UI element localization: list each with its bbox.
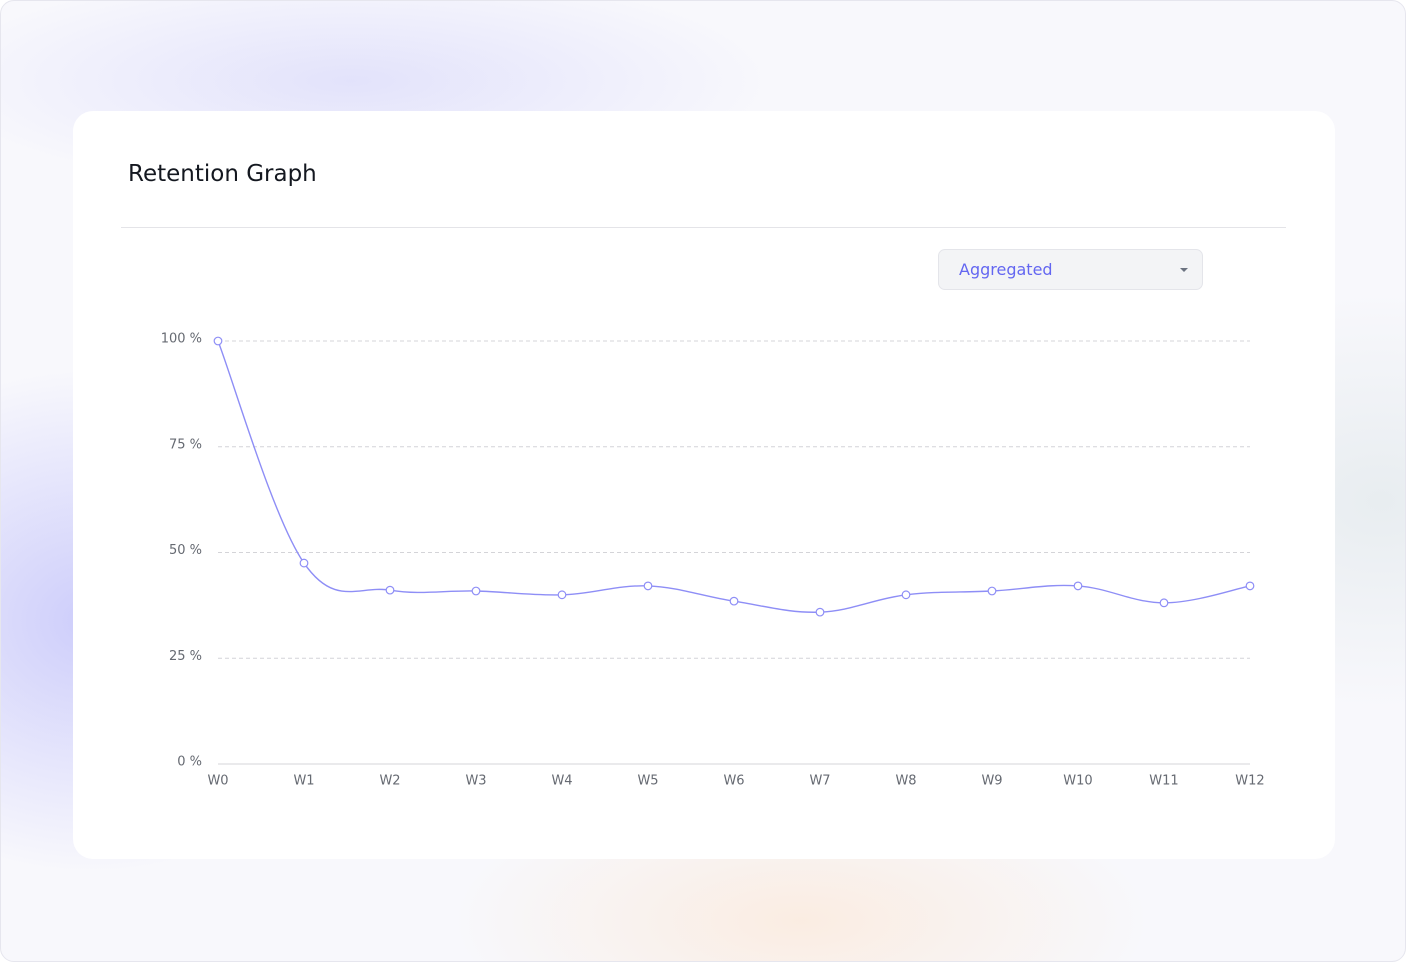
point — [987, 586, 997, 596]
y-tick-label: 0 % — [177, 755, 202, 770]
dropdown-label: Aggregated — [959, 260, 1053, 279]
point — [213, 336, 223, 346]
x-tick-label: W8 — [895, 774, 916, 789]
x-tick-label: W4 — [551, 774, 572, 789]
point — [385, 585, 395, 595]
point — [299, 558, 309, 568]
card-title: Retention Graph — [128, 161, 317, 187]
x-tick-label: W5 — [637, 774, 658, 789]
x-tick-label: W3 — [465, 774, 486, 789]
divider — [121, 227, 1286, 228]
point — [901, 590, 911, 600]
y-tick-label: 25 % — [169, 649, 202, 664]
point — [471, 586, 481, 596]
y-tick-label: 75 % — [169, 437, 202, 452]
point — [815, 607, 825, 617]
point — [1073, 581, 1083, 591]
point — [1159, 598, 1169, 608]
dropdown[interactable]: Aggregated — [938, 249, 1203, 290]
point — [557, 590, 567, 600]
point — [1245, 581, 1255, 591]
x-tick-label: W1 — [293, 774, 314, 789]
x-tick-label: W7 — [809, 774, 830, 789]
y-tick-label: 100 % — [161, 332, 202, 347]
x-tick-label: W0 — [207, 774, 228, 789]
x-tick-label: W12 — [1235, 774, 1264, 789]
x-tick-label: W10 — [1063, 774, 1092, 789]
x-tick-label: W11 — [1149, 774, 1178, 789]
caret — [1180, 268, 1188, 272]
x-tick-label: W9 — [981, 774, 1002, 789]
card: Retention Graph Aggregated — [73, 111, 1335, 859]
x-tick-label: W2 — [379, 774, 400, 789]
y-tick-label: 50 % — [169, 543, 202, 558]
point — [729, 596, 739, 606]
line — [217, 340, 1251, 613]
x-tick-label: W6 — [723, 774, 744, 789]
point — [643, 581, 653, 591]
